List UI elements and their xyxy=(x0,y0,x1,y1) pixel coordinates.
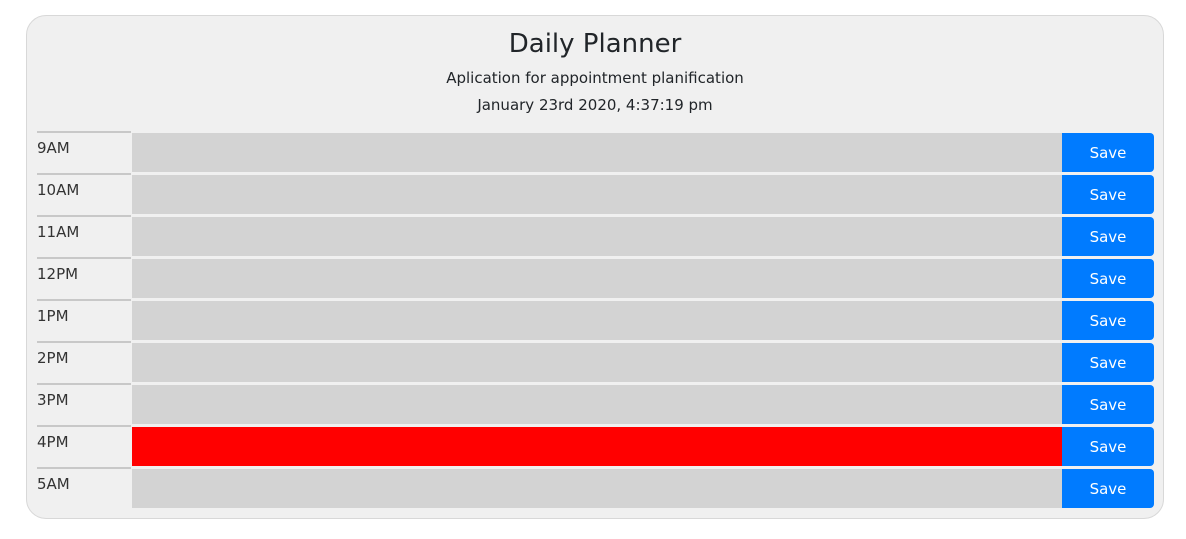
save-button[interactable]: Save xyxy=(1062,133,1154,172)
time-block-row: 3PM Save xyxy=(37,383,1155,425)
page-title: Daily Planner xyxy=(508,29,682,59)
time-block-row-current: 4PM Save xyxy=(37,425,1155,467)
time-block-row: 2PM Save xyxy=(37,341,1155,383)
time-block-row: 11AM Save xyxy=(37,215,1155,257)
save-button[interactable]: Save xyxy=(1062,175,1154,214)
save-button[interactable]: Save xyxy=(1062,217,1154,256)
save-button[interactable]: Save xyxy=(1062,385,1154,424)
save-button[interactable]: Save xyxy=(1062,301,1154,340)
hour-label: 3PM xyxy=(37,383,131,425)
time-block-row: 10AM Save xyxy=(37,173,1155,215)
hour-label: 11AM xyxy=(37,215,131,257)
event-textarea[interactable] xyxy=(132,385,1062,424)
save-button[interactable]: Save xyxy=(1062,343,1154,382)
planner-card: Daily Planner Aplication for appointment… xyxy=(26,15,1164,519)
event-textarea[interactable] xyxy=(132,259,1062,298)
save-button[interactable]: Save xyxy=(1062,469,1154,508)
event-textarea[interactable] xyxy=(132,175,1062,214)
hour-label: 9AM xyxy=(37,131,131,173)
event-textarea[interactable] xyxy=(132,133,1062,172)
hour-label: 2PM xyxy=(37,341,131,383)
time-block-list: 9AM Save 10AM Save 11AM Save 12PM Save 1… xyxy=(37,131,1155,509)
page-subtitle: Aplication for appointment planification xyxy=(446,69,744,87)
hour-label: 12PM xyxy=(37,257,131,299)
hour-label: 1PM xyxy=(37,299,131,341)
save-button[interactable]: Save xyxy=(1062,259,1154,298)
time-block-row: 1PM Save xyxy=(37,299,1155,341)
event-textarea-current[interactable] xyxy=(132,427,1062,466)
hour-label: 5AM xyxy=(37,467,131,509)
time-block-row: 5AM Save xyxy=(37,467,1155,509)
event-textarea[interactable] xyxy=(132,301,1062,340)
save-button[interactable]: Save xyxy=(1062,427,1154,466)
current-datetime: January 23rd 2020, 4:37:19 pm xyxy=(477,96,713,114)
event-textarea[interactable] xyxy=(132,217,1062,256)
hour-label: 10AM xyxy=(37,173,131,215)
time-block-row: 9AM Save xyxy=(37,131,1155,173)
event-textarea[interactable] xyxy=(132,469,1062,508)
event-textarea[interactable] xyxy=(132,343,1062,382)
hour-label: 4PM xyxy=(37,425,131,467)
time-block-row: 12PM Save xyxy=(37,257,1155,299)
